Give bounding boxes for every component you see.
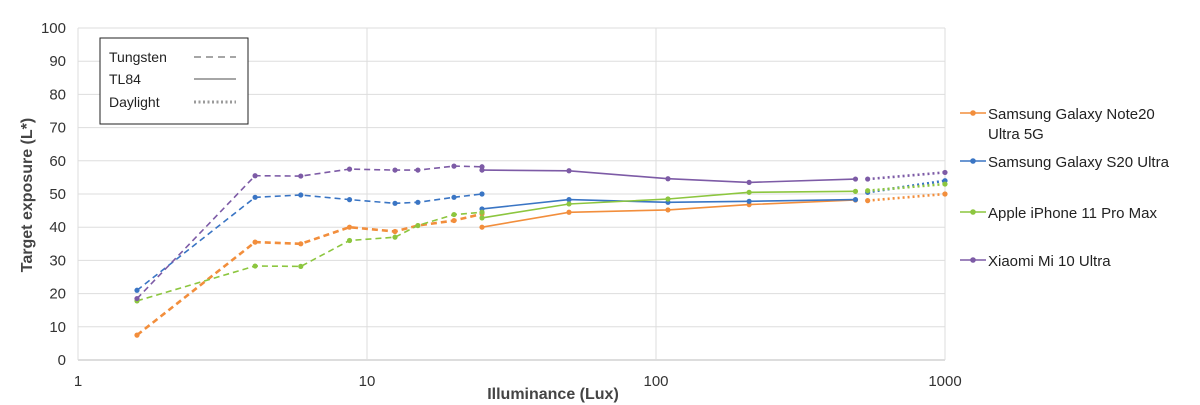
series-line-daylight: [867, 171, 946, 181]
line-style-legend: Tungsten TL84 Daylight: [99, 37, 249, 125]
legend-marker: [970, 209, 976, 215]
data-point: [392, 228, 398, 235]
series-line-tungsten: [136, 211, 483, 302]
y-tick-label: 0: [58, 352, 66, 369]
y-tick-label: 50: [49, 186, 66, 203]
legend-marker: [970, 110, 976, 116]
data-point: [451, 163, 457, 169]
data-point: [134, 332, 140, 338]
data-point: [252, 239, 258, 245]
line-style-label: TL84: [109, 71, 141, 87]
series-1: [134, 178, 948, 293]
series-legend: Samsung Galaxy Note20 Ultra 5G Samsung Gal…: [960, 106, 1170, 270]
y-tick-label: 70: [49, 120, 66, 137]
data-point: [415, 199, 421, 205]
legend-label: Samsung Galaxy Note20 Ultra 5G: [988, 106, 1155, 143]
y-tick-label: 10: [49, 319, 66, 336]
data-point: [865, 198, 871, 204]
y-tick-label: 40: [49, 219, 66, 236]
line-style-label: Daylight: [109, 94, 160, 110]
x-tick-label: 100: [643, 373, 668, 390]
y-tick-label: 90: [49, 53, 66, 70]
data-point: [865, 188, 871, 194]
line-style-legend-box: [99, 37, 249, 125]
data-point: [451, 211, 457, 218]
series-line-daylight: [867, 179, 946, 194]
data-point: [852, 176, 859, 182]
data-point: [865, 176, 871, 182]
data-point: [566, 209, 572, 215]
data-point: [479, 167, 485, 173]
data-point: [415, 222, 421, 229]
y-tick-label: 80: [49, 86, 66, 103]
data-point: [415, 167, 421, 173]
data-point: [298, 241, 304, 247]
series-line-tungsten: [136, 165, 483, 300]
data-point: [746, 198, 752, 204]
line-style-label: Tungsten: [109, 49, 167, 65]
series-line-daylight: [867, 192, 946, 202]
legend-label: Xiaomi Mi 10 Ultra: [988, 253, 1111, 270]
series-0: [134, 191, 948, 338]
series-layer: [134, 163, 948, 338]
x-axis-ticks: 1 10 100 1000: [74, 373, 962, 390]
data-point: [852, 188, 859, 194]
data-point: [566, 197, 572, 203]
data-point: [479, 224, 485, 230]
legend-label: Apple iPhone 11 Pro Max: [988, 205, 1157, 222]
y-tick-label: 20: [49, 286, 66, 303]
series-2: [134, 181, 948, 304]
data-point: [392, 200, 398, 206]
data-point: [566, 201, 572, 207]
data-point: [451, 194, 457, 200]
data-point: [298, 263, 304, 269]
series-line-tungsten: [136, 212, 483, 337]
data-point: [451, 217, 457, 224]
data-point: [746, 179, 752, 185]
data-point: [479, 191, 485, 197]
x-tick-label: 1000: [928, 373, 961, 390]
x-tick-label: 1: [74, 373, 82, 390]
data-point: [346, 197, 353, 203]
data-point: [665, 196, 671, 202]
data-point: [942, 191, 948, 197]
series-line-tungsten: [136, 193, 483, 291]
data-point: [346, 237, 353, 244]
data-point: [346, 166, 353, 172]
y-axis-title: Target exposure (L*): [19, 118, 36, 272]
data-point: [566, 168, 572, 174]
data-point: [665, 207, 671, 213]
data-point: [134, 287, 140, 293]
data-point: [252, 194, 258, 200]
data-point: [746, 189, 752, 195]
data-point: [392, 234, 398, 240]
legend-label: Samsung Galaxy S20 Ultra: [988, 154, 1170, 171]
data-point: [665, 176, 671, 182]
data-point: [346, 224, 353, 230]
data-point: [134, 295, 140, 302]
y-axis-ticks: 0 10 20 30 40 50 60 70 80 90 100: [41, 20, 66, 369]
data-point: [942, 181, 948, 187]
data-point: [298, 192, 304, 198]
y-tick-label: 60: [49, 153, 66, 170]
data-point: [479, 215, 485, 221]
x-tick-label: 10: [359, 373, 376, 390]
grid: [77, 27, 946, 361]
x-axis-title: Illuminance (Lux): [487, 386, 619, 403]
y-tick-label: 30: [49, 252, 66, 269]
data-point: [852, 197, 859, 203]
data-point: [942, 169, 948, 176]
data-point: [298, 173, 304, 179]
series-line-daylight: [867, 182, 946, 192]
legend-marker: [970, 257, 976, 263]
data-point: [252, 263, 258, 269]
data-point: [479, 209, 485, 215]
legend-marker: [970, 158, 976, 164]
series-3: [134, 163, 948, 302]
y-tick-label: 100: [41, 20, 66, 37]
data-point: [252, 173, 258, 179]
data-point: [392, 167, 398, 173]
